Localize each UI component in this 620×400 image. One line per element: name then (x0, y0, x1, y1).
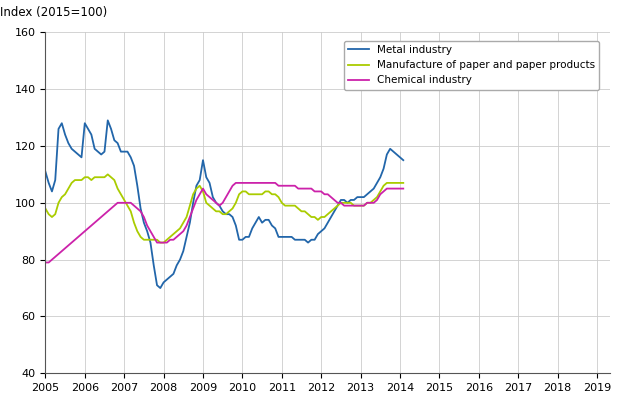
Manufacture of paper and paper products (104, 172, 112, 177)
Chemical industry (298, 186, 305, 191)
Chemical industry (42, 260, 49, 265)
Manufacture of paper and paper products (42, 206, 49, 211)
Manufacture of paper and paper products (301, 209, 309, 214)
Line: Manufacture of paper and paper products: Manufacture of paper and paper products (45, 174, 403, 242)
Metal industry (396, 155, 404, 160)
Manufacture of paper and paper products (383, 180, 391, 185)
Metal industry (213, 200, 220, 205)
Text: Index (2015=100): Index (2015=100) (0, 6, 107, 19)
Chemical industry (393, 186, 401, 191)
Metal industry (104, 118, 112, 123)
Metal industry (383, 152, 391, 157)
Manufacture of paper and paper products (213, 209, 220, 214)
Chemical industry (147, 229, 154, 234)
Chemical industry (216, 203, 223, 208)
Metal industry (157, 286, 164, 290)
Metal industry (150, 263, 157, 268)
Metal industry (301, 237, 309, 242)
Metal industry (399, 158, 407, 162)
Line: Metal industry: Metal industry (45, 120, 403, 288)
Manufacture of paper and paper products (157, 240, 164, 245)
Manufacture of paper and paper products (396, 180, 404, 185)
Chemical industry (399, 186, 407, 191)
Manufacture of paper and paper products (150, 237, 157, 242)
Manufacture of paper and paper products (399, 180, 407, 185)
Legend: Metal industry, Manufacture of paper and paper products, Chemical industry: Metal industry, Manufacture of paper and… (343, 41, 599, 90)
Chemical industry (232, 180, 239, 185)
Chemical industry (206, 195, 213, 200)
Metal industry (222, 212, 229, 216)
Line: Chemical industry: Chemical industry (45, 183, 403, 262)
Manufacture of paper and paper products (222, 212, 229, 216)
Chemical industry (380, 189, 388, 194)
Metal industry (42, 169, 49, 174)
